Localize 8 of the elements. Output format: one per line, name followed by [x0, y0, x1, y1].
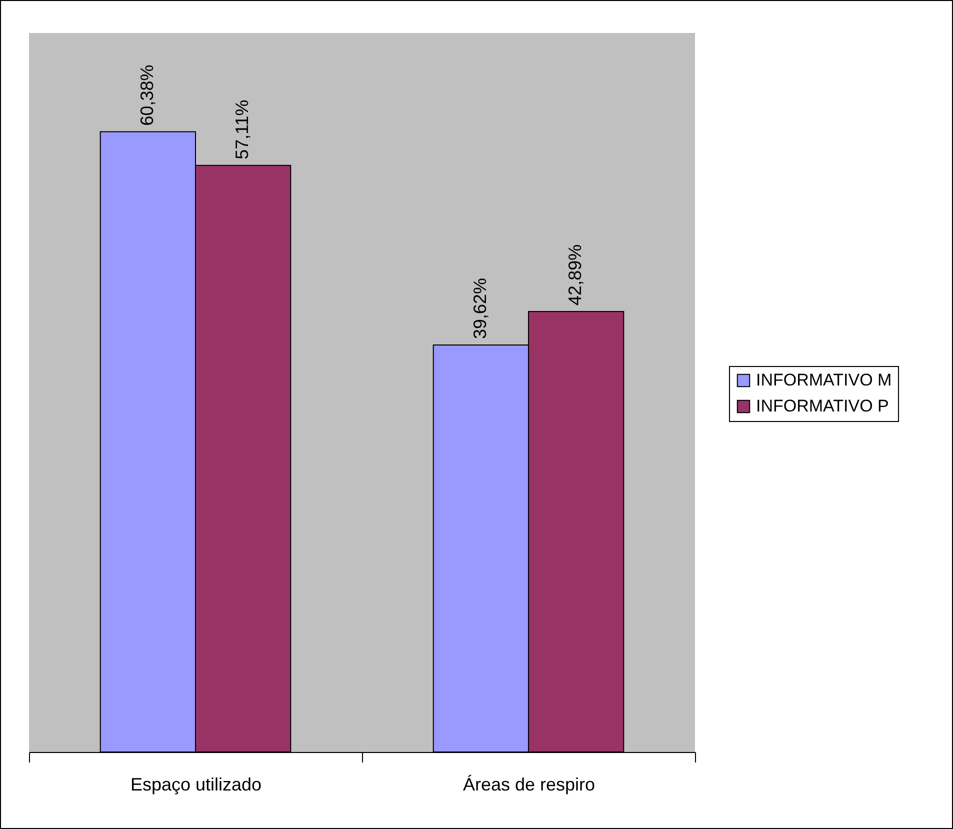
- x-tick-label: Espaço utilizado: [130, 774, 262, 794]
- data-label: 60,38%: [136, 64, 157, 126]
- legend-label: INFORMATIVO P: [756, 396, 889, 416]
- data-label: 42,89%: [565, 244, 586, 306]
- x-tick-label: Áreas de respiro: [462, 774, 596, 794]
- data-label: 57,11%: [232, 100, 252, 160]
- data-label: 39,62%: [470, 278, 490, 340]
- legend-label: INFORMATIVO M: [756, 370, 892, 390]
